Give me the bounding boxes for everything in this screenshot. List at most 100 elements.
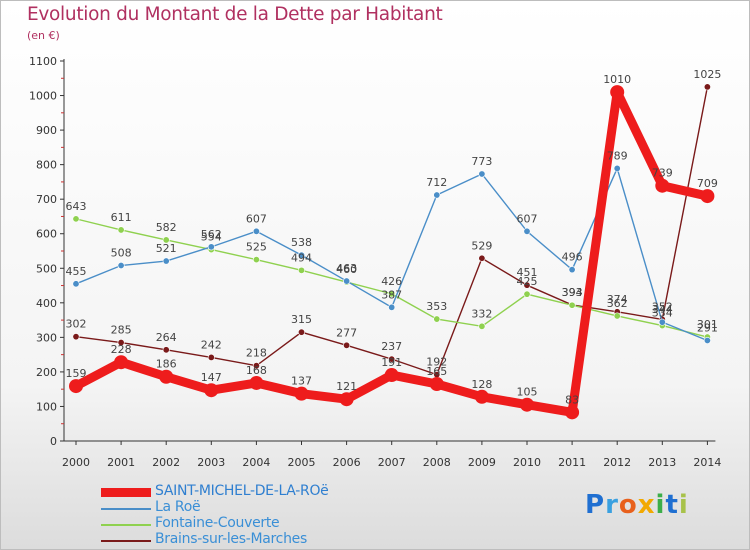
data-label: 159 [66,367,87,380]
data-label: 334 [652,307,673,320]
data-label: 460 [336,263,357,276]
data-point [478,254,486,262]
data-label: 192 [426,356,447,369]
data-point [162,236,170,244]
y-tick-label: 900 [36,124,57,137]
data-point [343,341,351,349]
legend-label: La Roë [155,499,201,515]
data-point [72,215,80,223]
data-point [114,355,129,370]
data-point [384,368,399,383]
data-label: 529 [471,239,492,252]
data-label: 191 [381,356,402,369]
data-label: 186 [156,358,177,371]
data-label: 291 [697,321,718,334]
x-tick-label: 2005 [288,456,316,469]
data-point [162,257,170,265]
data-label: 285 [111,324,132,337]
y-tick-label: 600 [36,228,57,241]
data-label: 393 [562,286,583,299]
data-label: 451 [517,266,538,279]
data-point [658,318,666,326]
legend-swatch [101,524,151,526]
data-point [207,353,215,361]
data-label: 426 [381,275,402,288]
x-tick-label: 2002 [152,456,180,469]
data-label: 362 [607,297,628,310]
legend-label: Brains-sur-les-Marches [155,531,307,547]
data-point [297,266,305,274]
data-point [294,386,309,401]
data-label: 773 [471,155,492,168]
data-point [520,397,534,412]
logo-letter: t [665,490,679,520]
data-point [162,346,170,354]
data-label: 1025 [693,68,721,81]
data-label: 302 [66,318,87,331]
y-tick-label: 0 [50,435,57,448]
data-point [204,383,219,398]
data-label: 315 [291,313,312,326]
data-label: 147 [201,371,222,384]
data-point [478,170,486,178]
data-point [117,226,125,234]
data-point [523,281,531,289]
data-label: 607 [517,212,538,225]
data-point [474,389,489,404]
data-label: 538 [291,236,312,249]
data-point [252,227,260,235]
data-point [252,256,260,264]
data-point [249,375,264,390]
legend-swatch [101,540,151,542]
data-point [207,243,215,251]
data-label: 521 [156,242,177,255]
data-label: 394 [562,286,583,299]
proxiti-logo: Proxiti [585,490,689,520]
data-label: 165 [426,365,447,378]
data-label: 712 [426,176,447,189]
logo-letter: r [605,490,619,520]
series-0 [69,85,715,420]
data-label: 508 [111,247,132,260]
data-label: 643 [66,200,87,213]
data-label: 455 [66,265,87,278]
data-point [610,85,625,100]
data-point [388,303,396,311]
data-point [297,328,305,336]
data-point [523,290,531,298]
x-tick-label: 2006 [333,456,361,469]
data-label: 242 [201,338,222,351]
y-tick-label: 800 [36,159,57,172]
data-label: 611 [111,211,132,224]
x-tick-label: 2004 [242,456,270,469]
x-tick-label: 2008 [423,456,451,469]
y-tick-label: 300 [36,331,57,344]
y-tick-label: 400 [36,297,57,310]
chart-title: Evolution du Montant de la Dette par Hab… [27,4,443,25]
data-label: 387 [381,288,402,301]
data-label: 121 [336,380,357,393]
chart-plot: 0 100 200 300 400 500 600 700 800 900 1000 1100 2000… [29,55,721,469]
data-label: 277 [336,326,357,339]
legend-swatch [101,488,151,497]
data-point [700,189,715,204]
data-point [703,336,711,344]
y-tick-label: 200 [36,366,57,379]
data-point [69,379,83,394]
data-point [565,405,580,420]
data-label: 607 [246,212,267,225]
data-label: 228 [111,343,132,356]
data-label: 344 [652,303,673,316]
y-tick-label: 500 [36,262,57,275]
data-point [252,362,260,370]
data-label: 494 [291,251,312,264]
data-point [339,392,354,407]
x-tick-label: 2009 [468,456,496,469]
logo-letter: i [655,490,666,520]
data-label: 264 [156,331,177,344]
x-tick-label: 2007 [378,456,406,469]
data-point [478,322,486,330]
x-tick-label: 2012 [603,456,631,469]
data-point [433,315,441,323]
